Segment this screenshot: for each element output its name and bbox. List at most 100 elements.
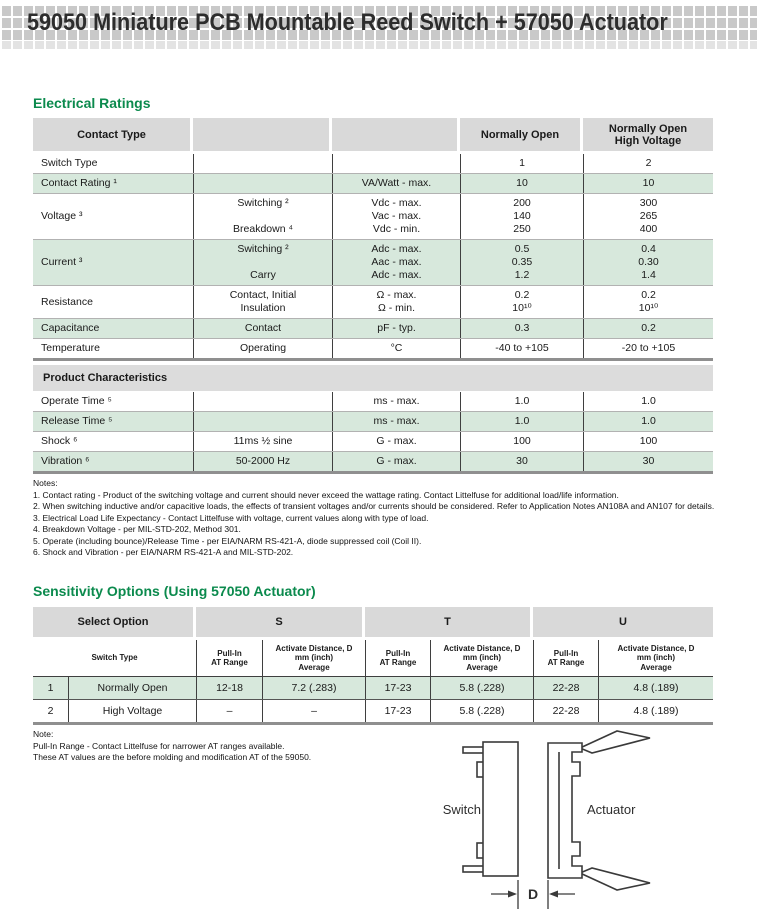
table-cell: 1.0 [583, 392, 713, 411]
cell-text: G - max. [376, 435, 417, 447]
column-header: Normally Open High Voltage [583, 118, 713, 151]
cell-text: Breakdown ⁴ [233, 223, 293, 235]
table-cell: G - max. [332, 432, 460, 451]
cell-text: Average [298, 662, 330, 672]
switch-label: Switch [443, 802, 481, 817]
electrical-ratings-heading: Electrical Ratings [33, 95, 151, 111]
table-cell: – [196, 700, 262, 722]
sub-header-cell: Pull-In AT Range [196, 640, 262, 676]
table-cell: 50-2000 Hz [193, 452, 332, 471]
header-slot [193, 118, 332, 151]
note-item: 4. Breakdown Voltage - per MIL-STD-202, … [33, 524, 241, 534]
table-row: 2 High Voltage – –17-23 5.8 (.228) 22-28 4.8 (… [33, 700, 713, 722]
table-cell: °C [332, 339, 460, 358]
cell-text: 1.4 [641, 269, 656, 281]
table-cell: G - max. [332, 452, 460, 471]
sub-header-cell: Switch Type [33, 640, 196, 676]
actuator-clip-top-icon [578, 730, 651, 754]
cell-text [198, 210, 328, 223]
group-header: T [365, 607, 530, 637]
cell-text: AT Range [211, 658, 248, 667]
note-item: Pull-In Range - Contact Littelfuse for n… [33, 740, 285, 751]
table-cell: Operating [193, 339, 332, 358]
cell-text: Operating [239, 342, 287, 354]
cell-text: 0.2 [514, 289, 530, 301]
table-cell: 100 [583, 432, 713, 451]
table-cell: Contact, Initial Insulation [193, 286, 332, 318]
table-cell: 0.2 [583, 319, 713, 338]
column-header [332, 118, 457, 151]
cell-text: Contact [244, 322, 282, 334]
cell-text: Release Time ⁵ [41, 415, 113, 427]
table-cell: Normally Open [68, 677, 196, 699]
cell-text: 1.2 [514, 269, 530, 281]
table-cell [193, 174, 332, 193]
note-item: 6. Shock and Vibration - per EIA/NARM RS… [33, 547, 294, 557]
table-cell: 0.3 [460, 319, 583, 338]
cell-text: AT Range [379, 658, 417, 667]
sensitivity-note-block: Note: Pull-In Range - Contact Littelfuse… [33, 729, 748, 764]
table-cell [193, 392, 332, 411]
cell-text: Switch Type [91, 653, 138, 663]
group-header-slot: Select Option [33, 607, 196, 637]
sub-header-cell: Pull-In AT Range [365, 640, 430, 676]
cell-text: 10 [642, 177, 655, 189]
sensitivity-note-label: Note: [33, 729, 54, 739]
cell-text: 0.3 [514, 322, 530, 334]
note-item: These AT values are the before molding a… [33, 752, 312, 762]
table-cell: 10 [460, 174, 583, 193]
group-header-slot: U [533, 607, 713, 637]
table-cell: -40 to +105 [460, 339, 583, 358]
cell-text: Current ³ [41, 256, 83, 268]
cell-text: 250 [513, 223, 531, 235]
actuator-label: Actuator [587, 802, 636, 817]
table-cell: 5.8 (.228) [430, 677, 533, 699]
cell-text: Contact Type [77, 128, 146, 141]
table-cell: 12-18 [196, 677, 262, 699]
cell-text: pF - typ. [377, 322, 416, 334]
cell-text: Ω - max. [376, 289, 417, 301]
cell-text [198, 177, 328, 190]
cell-text: Pull-In [385, 648, 411, 658]
table-row: Current ³ Switching ² Carry Adc - max. Aac -… [33, 240, 713, 286]
sensitivity-group-header-row: Select Option S T U [33, 607, 713, 637]
cell-text: Vac - max. [371, 210, 422, 222]
switch-lead-top-icon [462, 746, 485, 754]
table-cell: 0.5 0.35 1.2 [460, 240, 583, 285]
table-row: 1 Normally Open 12-18 7.2 (.283) 17-23 5.8 (.… [33, 677, 713, 700]
header-slot: Normally Open High Voltage [583, 118, 713, 151]
cell-text: Normally Open [608, 122, 688, 135]
cell-text: S [275, 616, 283, 628]
cell-text: 10¹⁰ [638, 302, 659, 314]
table-row: Operate Time ⁵ ms - max. 1.0 1.0 [33, 392, 713, 412]
cell-text: mm (inch) [462, 653, 502, 663]
table-cell [332, 154, 460, 173]
actuator-clip-bottom-icon [578, 867, 651, 891]
table-cell: 30 [460, 452, 583, 471]
cell-text: 1 [519, 157, 525, 169]
cell-text [198, 157, 328, 170]
sensitivity-note-list: Pull-In Range - Contact Littelfuse for n… [33, 741, 748, 764]
switch-actuator-diagram: Switch Actuator D [443, 730, 651, 909]
table-cell: 17-23 [365, 677, 430, 699]
table-cell: 0.4 0.30 1.4 [583, 240, 713, 285]
cell-text: 400 [639, 223, 658, 235]
cell-text: Normally Open [480, 128, 560, 141]
table-cell: Switching ² Carry [193, 240, 332, 285]
sensitivity-body: 1 Normally Open 12-18 7.2 (.283) 17-23 5.8 (.… [33, 677, 713, 722]
table-cell: 30 [583, 452, 713, 471]
cell-text: mm (inch) [294, 653, 334, 663]
table-row: Release Time ⁵ ms - max. 1.0 1.0 [33, 412, 713, 432]
cell-text: Contact, Initial [229, 289, 297, 301]
cell-text: 1.0 [514, 395, 530, 407]
table-cell: 4.8 (.189) [598, 700, 713, 722]
table-cell: 11ms ½ sine [193, 432, 332, 451]
cell-text: Switching ² [237, 197, 289, 209]
table-cell: Vibration ⁶ [33, 452, 193, 471]
cell-text: 50-2000 Hz [235, 455, 291, 467]
cell-text: Adc - max. [371, 243, 422, 255]
cell-text: 30 [642, 455, 655, 467]
notes-block: Notes: 1. Contact rating - Product of th… [33, 478, 748, 559]
